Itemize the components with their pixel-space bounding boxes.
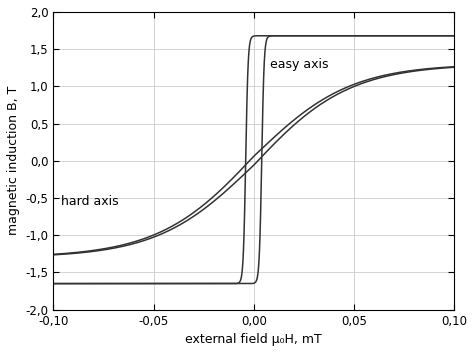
Text: easy axis: easy axis (270, 58, 328, 71)
X-axis label: external field μ₀H, mT: external field μ₀H, mT (185, 333, 322, 346)
Text: hard axis: hard axis (61, 195, 119, 208)
Y-axis label: magnetic induction B, T: magnetic induction B, T (7, 86, 20, 235)
